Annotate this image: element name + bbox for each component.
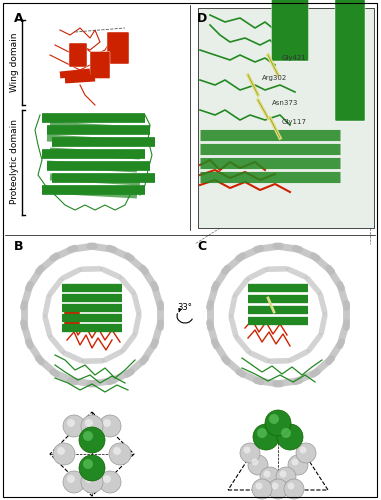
Circle shape bbox=[264, 470, 271, 478]
Circle shape bbox=[103, 419, 111, 427]
Circle shape bbox=[79, 455, 105, 481]
Circle shape bbox=[85, 419, 93, 427]
Text: Asn373: Asn373 bbox=[272, 100, 298, 106]
Circle shape bbox=[253, 424, 279, 450]
Circle shape bbox=[57, 447, 65, 455]
Circle shape bbox=[81, 415, 103, 437]
Circle shape bbox=[288, 455, 308, 475]
Text: A: A bbox=[14, 12, 24, 25]
Circle shape bbox=[257, 428, 267, 438]
Circle shape bbox=[268, 479, 288, 499]
Text: Proteolytic domain: Proteolytic domain bbox=[10, 120, 19, 204]
Circle shape bbox=[103, 475, 111, 483]
Circle shape bbox=[256, 482, 263, 490]
Circle shape bbox=[272, 482, 279, 490]
Circle shape bbox=[284, 479, 304, 499]
FancyBboxPatch shape bbox=[90, 52, 110, 78]
Text: Wing domain: Wing domain bbox=[10, 32, 19, 92]
FancyBboxPatch shape bbox=[107, 32, 129, 64]
Text: C: C bbox=[197, 240, 206, 253]
Circle shape bbox=[240, 443, 260, 463]
Circle shape bbox=[252, 479, 272, 499]
Circle shape bbox=[113, 447, 121, 455]
Circle shape bbox=[280, 470, 287, 478]
Text: D: D bbox=[197, 12, 207, 25]
Circle shape bbox=[260, 467, 280, 487]
Text: 33°: 33° bbox=[178, 302, 192, 312]
FancyBboxPatch shape bbox=[198, 8, 374, 228]
Circle shape bbox=[299, 446, 306, 454]
Circle shape bbox=[63, 415, 85, 437]
Circle shape bbox=[243, 446, 250, 454]
Circle shape bbox=[277, 424, 303, 450]
Text: Gly117: Gly117 bbox=[282, 119, 307, 125]
Circle shape bbox=[248, 455, 268, 475]
Circle shape bbox=[67, 419, 75, 427]
Circle shape bbox=[265, 410, 291, 436]
Circle shape bbox=[99, 471, 121, 493]
FancyBboxPatch shape bbox=[335, 0, 365, 121]
Circle shape bbox=[83, 459, 93, 469]
Circle shape bbox=[63, 471, 85, 493]
Circle shape bbox=[296, 443, 316, 463]
Text: Gly421: Gly421 bbox=[282, 55, 307, 61]
Circle shape bbox=[83, 431, 93, 441]
Text: Arg302: Arg302 bbox=[262, 75, 287, 81]
Circle shape bbox=[251, 458, 258, 466]
Circle shape bbox=[269, 414, 279, 424]
Circle shape bbox=[85, 475, 93, 483]
FancyBboxPatch shape bbox=[64, 310, 80, 330]
Circle shape bbox=[67, 475, 75, 483]
FancyBboxPatch shape bbox=[272, 0, 309, 61]
Circle shape bbox=[276, 467, 296, 487]
Circle shape bbox=[109, 443, 131, 465]
Text: B: B bbox=[14, 240, 24, 253]
Circle shape bbox=[99, 415, 121, 437]
Circle shape bbox=[288, 482, 295, 490]
FancyBboxPatch shape bbox=[69, 43, 87, 67]
Circle shape bbox=[81, 471, 103, 493]
Circle shape bbox=[79, 427, 105, 453]
Circle shape bbox=[291, 458, 298, 466]
Circle shape bbox=[53, 443, 75, 465]
Circle shape bbox=[281, 428, 291, 438]
